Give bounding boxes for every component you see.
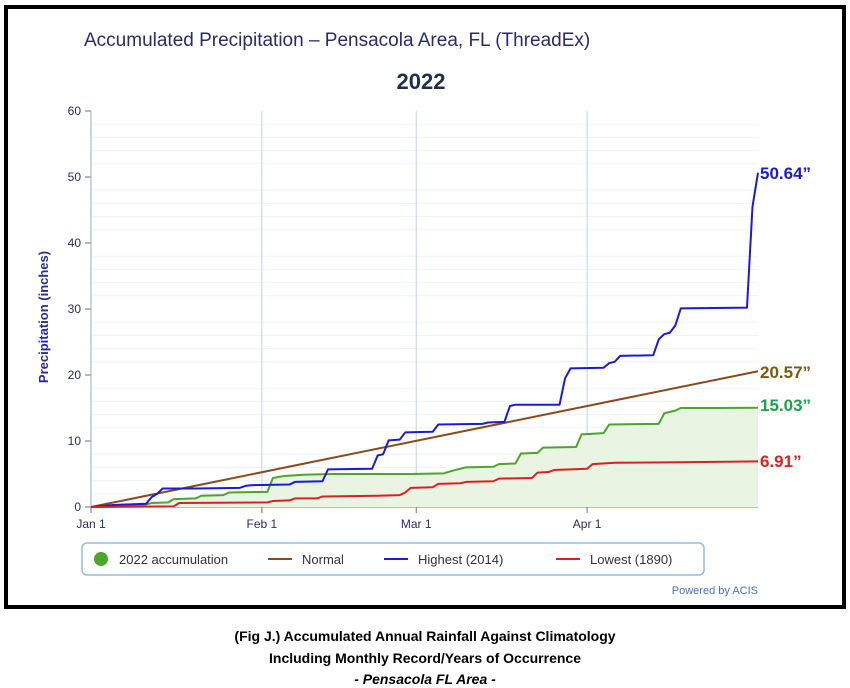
series-line-lowest-1890 [90, 460, 759, 508]
x-tick-label: Jan 1 [76, 517, 106, 531]
end-value-label: 50.64” [760, 164, 811, 183]
legend-item-label: Lowest (1890) [590, 552, 672, 567]
y-tick-label: 20 [68, 368, 82, 382]
legend-item-label: Normal [302, 552, 344, 567]
chart-title: Accumulated Precipitation – Pensacola Ar… [84, 30, 590, 51]
precipitation-chart: Accumulated Precipitation – Pensacola Ar… [36, 30, 811, 597]
x-tick-label: Feb 1 [247, 517, 278, 531]
y-tick-label: 0 [74, 500, 81, 514]
legend-item-label: 2022 accumulation [119, 552, 228, 567]
series-line-2022-accumulation [90, 406, 759, 508]
x-tick-label: Apr 1 [573, 517, 602, 531]
y-tick-label: 50 [68, 170, 82, 184]
chart-subtitle: 2022 [397, 69, 446, 94]
end-value-label: 20.57” [760, 363, 811, 382]
plot-area: 0 10 20 30 40 50 60 Jan 1 Feb 1 Mar 1 Apr 1 15.03” 2… [68, 104, 811, 531]
figure-caption-line-3: - Pensacola FL Area - [354, 671, 496, 687]
end-value-label: 15.03” [760, 396, 811, 415]
y-tick-label: 30 [68, 302, 82, 316]
chart-frame: Accumulated Precipitation – Pensacola Ar… [4, 5, 846, 609]
y-axis-label: Precipitation (inches) [36, 251, 51, 383]
series-line-highest-2014 [90, 172, 759, 508]
y-tick-label: 40 [68, 236, 82, 250]
figure-caption-line-1: (Fig J.) Accumulated Annual Rainfall Aga… [234, 628, 616, 644]
powered-by-credit[interactable]: Powered by ACIS [672, 585, 758, 597]
figure-caption-line-2: Including Monthly Record/Years of Occurr… [269, 650, 581, 666]
end-value-label: 6.91” [760, 452, 802, 471]
x-tick-label: Mar 1 [401, 517, 432, 531]
legend: 2022 accumulation Normal Highest (2014) Low… [81, 542, 705, 576]
legend-item-label: Highest (2014) [418, 552, 503, 567]
series-area-2022-accumulation [91, 407, 758, 507]
legend-marker-circle [94, 552, 108, 566]
y-tick-label: 60 [68, 104, 82, 118]
y-tick-label: 10 [68, 434, 82, 448]
series-line-normal [90, 370, 759, 508]
